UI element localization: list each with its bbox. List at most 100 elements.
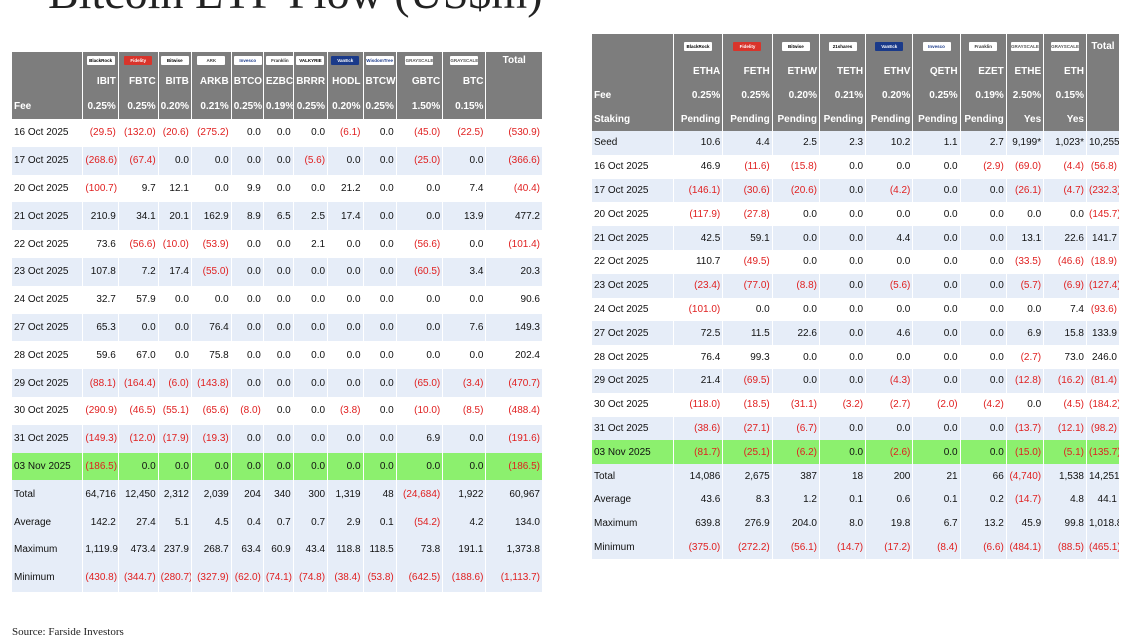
flow-cell: (132.0) xyxy=(118,119,159,147)
flow-cell: 0.0 xyxy=(327,341,364,370)
flow-cell: 0.0 xyxy=(158,313,192,342)
header-corner xyxy=(592,34,674,59)
flow-cell: 7.4 xyxy=(442,174,487,203)
flow-cell: (49.5) xyxy=(722,249,773,274)
row-label: Seed xyxy=(592,131,674,155)
flow-cell: 99.3 xyxy=(722,345,773,369)
table-row: 31 Oct 2025 (149.3) (12.0) (17.9) (19.3) 0.0 0… xyxy=(12,424,543,453)
fee-cell: 0.20% xyxy=(865,83,914,107)
flow-cell: 0.0 xyxy=(263,230,294,258)
flow-cell: 9.9 xyxy=(231,174,264,203)
flow-cell: (67.4) xyxy=(118,146,159,175)
ticker-header: FETH xyxy=(722,59,773,83)
fund-logo: BlackRock xyxy=(684,41,713,51)
row-label: 24 Oct 2025 xyxy=(12,285,84,314)
flow-cell: 0.0 xyxy=(263,313,294,342)
flow-cell: 0.0 xyxy=(819,368,867,393)
flow-cell: (14.7) xyxy=(819,535,867,560)
total-header-blank xyxy=(1086,59,1120,83)
flow-cell: 191.1 xyxy=(442,535,487,564)
table-row: 22 Oct 2025 73.6 (56.6) (10.0) (53.9) 0.0 0.0 2… xyxy=(12,230,543,258)
fee-cell: 2.50% xyxy=(1006,83,1045,107)
fund-logo: GRAYSCALE xyxy=(1010,41,1039,51)
ticker-header: QETH xyxy=(912,59,961,83)
row-total: (145.7) xyxy=(1086,202,1120,227)
fee-cell: 0.25% xyxy=(118,94,159,119)
flow-cell: 0.1 xyxy=(912,487,961,512)
flow-cell: 387 xyxy=(772,464,820,488)
flow-cell: 4.2 xyxy=(442,508,487,536)
row-total: (18.9) xyxy=(1086,249,1120,274)
ticker-header: BTCW xyxy=(363,69,397,94)
flow-cell: 0.0 xyxy=(396,285,444,314)
flow-cell: 2,675 xyxy=(722,464,773,488)
flow-cell: 21.4 xyxy=(673,368,724,393)
fee-cell: 0.25% xyxy=(82,94,119,119)
ticker-header: BITB xyxy=(158,69,192,94)
flow-cell: 0.0 xyxy=(865,416,914,441)
flow-cell: 0.0 xyxy=(819,345,867,369)
flow-cell: 0.0 xyxy=(158,146,192,175)
flow-cell: (143.8) xyxy=(191,369,232,397)
flow-cell: 0.0 xyxy=(327,285,364,314)
row-total: (488.4) xyxy=(485,396,543,425)
flow-cell: 0.0 xyxy=(363,174,397,203)
flow-cell: 0.0 xyxy=(363,119,397,147)
fee-row: Fee 0.25% 0.25% 0.20% 0.21% 0.20% 0.25% 0.19% 2.… xyxy=(592,83,1120,107)
row-total: 60,967 xyxy=(485,480,543,509)
table-row: 20 Oct 2025 (117.9) (27.8) 0.0 0.0 0.0 0.0 0.0 0… xyxy=(592,202,1120,227)
row-label: 23 Oct 2025 xyxy=(592,273,674,298)
staking-label: Staking xyxy=(592,107,674,131)
flow-cell: 59.6 xyxy=(82,341,119,370)
flow-cell: 0.0 xyxy=(118,313,159,342)
flow-cell: 0.1 xyxy=(819,487,867,512)
flow-cell: 0.0 xyxy=(293,174,329,203)
table-row: 24 Oct 2025 32.7 57.9 0.0 0.0 0.0 0.0 0.0 0.0 0.0… xyxy=(12,285,543,314)
table-row: 21 Oct 2025 42.5 59.1 0.0 0.0 4.4 0.0 0.0 13.1 22… xyxy=(592,226,1120,250)
flow-cell: (88.1) xyxy=(82,369,119,397)
flow-cell: 0.0 xyxy=(1006,202,1045,227)
flow-cell: 0.0 xyxy=(819,297,867,322)
flow-cell: 0.0 xyxy=(772,226,820,250)
row-total: (135.7) xyxy=(1086,440,1120,465)
fee-cell: 0.19% xyxy=(263,94,294,119)
flow-cell: (12.0) xyxy=(118,424,159,453)
staking-cell: Pending xyxy=(865,107,914,131)
flow-cell: (65.6) xyxy=(191,396,232,425)
flow-cell: 34.1 xyxy=(118,202,159,231)
ticker-header: ETHE xyxy=(1006,59,1045,83)
flow-cell: (3.2) xyxy=(819,392,867,417)
flow-cell: 110.7 xyxy=(673,249,724,274)
fund-logo-cell: GRAYSCALE xyxy=(396,52,444,69)
source-note: Source: Farside Investors xyxy=(12,626,124,638)
flow-cell: 0.0 xyxy=(363,285,397,314)
flow-cell: (268.6) xyxy=(82,146,119,175)
flow-cell: (5.1) xyxy=(1043,440,1087,465)
flow-cell: (69.0) xyxy=(1006,154,1045,179)
flow-cell: 0.0 xyxy=(1006,392,1045,417)
table-row: 30 Oct 2025 (290.9) (46.5) (55.1) (65.6) (8.0… xyxy=(12,396,543,425)
flow-cell: 0.0 xyxy=(912,368,961,393)
flow-cell: 0.0 xyxy=(442,230,487,258)
row-label: Average xyxy=(12,508,84,536)
flow-cell: 65.3 xyxy=(82,313,119,342)
table-row: 17 Oct 2025 (146.1) (30.6) (20.6) 0.0 (4.2) 0.… xyxy=(592,178,1120,203)
flow-cell: (4.3) xyxy=(865,368,914,393)
flow-cell: 10.2 xyxy=(865,131,914,155)
ticker-header: EZBC xyxy=(263,69,294,94)
flow-cell: 14,086 xyxy=(673,464,724,488)
flow-cell: (53.9) xyxy=(191,230,232,258)
fund-logo-cell: Fidelity xyxy=(118,52,159,69)
row-total: 149.3 xyxy=(485,313,543,342)
table-row: 23 Oct 2025 107.8 7.2 17.4 (55.0) 0.0 0.0 0.0 0.… xyxy=(12,257,543,286)
flow-cell: 5.1 xyxy=(158,508,192,536)
flow-cell: (38.4) xyxy=(327,563,364,592)
flow-cell: 0.0 xyxy=(819,154,867,179)
row-total: 14,251 xyxy=(1086,464,1120,488)
flow-cell: 0.0 xyxy=(231,369,264,397)
flow-cell: 0.0 xyxy=(293,396,329,425)
flow-cell: 0.0 xyxy=(1006,297,1045,322)
flow-cell: (2.0) xyxy=(912,392,961,417)
eth-etf-flow-table: BlackRock Fidelity Bitwise 21shares VanEck In… xyxy=(592,34,1120,560)
table-row: 16 Oct 2025 46.9 (11.6) (15.8) 0.0 0.0 0.0 (2.9… xyxy=(592,154,1120,179)
